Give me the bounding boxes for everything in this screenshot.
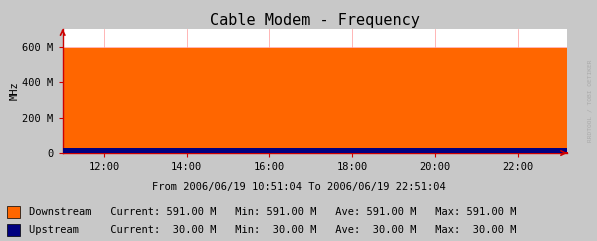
Text: RRDTOOL / TOBI OETIKER: RRDTOOL / TOBI OETIKER	[587, 60, 592, 142]
Text: Downstream   Current: 591.00 M   Min: 591.00 M   Ave: 591.00 M   Max: 591.00 M: Downstream Current: 591.00 M Min: 591.00…	[29, 207, 516, 217]
Text: From 2006/06/19 10:51:04 To 2006/06/19 22:51:04: From 2006/06/19 10:51:04 To 2006/06/19 2…	[152, 182, 445, 192]
Text: Upstream     Current:  30.00 M   Min:  30.00 M   Ave:  30.00 M   Max:  30.00 M: Upstream Current: 30.00 M Min: 30.00 M A…	[29, 225, 516, 235]
Title: Cable Modem - Frequency: Cable Modem - Frequency	[210, 13, 420, 28]
Y-axis label: MHz: MHz	[10, 82, 20, 100]
